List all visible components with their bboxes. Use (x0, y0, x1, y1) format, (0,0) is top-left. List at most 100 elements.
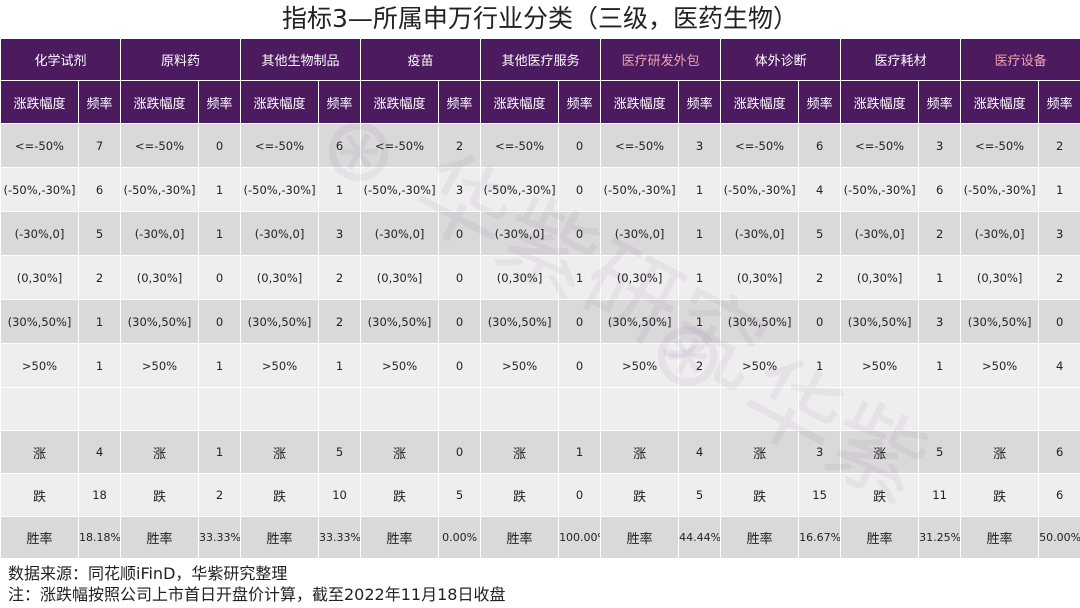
range-cell: (-30%,0] (480, 211, 560, 256)
range-cell: (0,30%] (960, 255, 1040, 300)
up-label: 涨 (720, 430, 800, 474)
range-column-header: 涨跌幅度 (600, 80, 680, 124)
empty-cell (840, 387, 920, 431)
win-rate-value: 44.44% (678, 516, 722, 559)
category-header: 其他医疗服务 (480, 38, 602, 81)
empty-cell (318, 387, 362, 431)
table-row: (0,30%] 2 (0,30%] 0 (0,30%] 2 (0,30%] 0 (0,30%] 1… (0, 255, 1080, 300)
category-header: 疫苗 (360, 38, 482, 81)
category-header: 体外诊断 (720, 38, 842, 81)
range-cell: >50% (720, 343, 800, 388)
range-cell: (-50%,-30%] (120, 167, 200, 212)
range-column-header: 涨跌幅度 (480, 80, 560, 124)
frequency-cell: 0 (1038, 299, 1080, 344)
range-cell: (30%,50%] (480, 299, 560, 344)
win-rate-value: 33.33% (198, 516, 242, 559)
range-cell: (0,30%] (600, 255, 680, 300)
frequency-cell: 4 (1038, 343, 1080, 388)
down-row: 跌 18 跌 2 跌 10 跌 5 跌 0 跌 5 跌 15 跌 11 跌 6 (0, 473, 1080, 517)
down-count: 15 (798, 473, 842, 517)
empty-cell (198, 387, 242, 431)
range-column-header: 涨跌幅度 (840, 80, 920, 124)
frequency-cell: 2 (438, 123, 482, 168)
up-label: 涨 (960, 430, 1040, 474)
frequency-cell: 6 (318, 123, 362, 168)
range-cell: (0,30%] (720, 255, 800, 300)
range-cell: (30%,50%] (360, 299, 440, 344)
win-rate-label: 胜率 (240, 516, 320, 559)
table-row: (-30%,0] 5 (-30%,0] 1 (-30%,0] 3 (-30%,0] 0 (-30… (0, 211, 1080, 256)
frequency-cell: 1 (678, 211, 722, 256)
range-cell: <=-50% (720, 123, 800, 168)
win-rate-value: 0.00% (438, 516, 482, 559)
range-cell: (0,30%] (0, 255, 79, 300)
table-row: <=-50% 7 <=-50% 0 <=-50% 6 <=-50% 2 <=-50% 0 <=-50… (0, 123, 1080, 168)
frequency-cell: 1 (678, 299, 722, 344)
up-count: 1 (558, 430, 602, 474)
win-rate-value: 33.33% (318, 516, 362, 559)
down-label: 跌 (720, 473, 800, 517)
up-label: 涨 (360, 430, 440, 474)
frequency-column-header: 频率 (1038, 80, 1080, 124)
up-label: 涨 (840, 430, 920, 474)
frequency-cell: 1 (798, 343, 842, 388)
empty-cell (0, 387, 79, 431)
empty-cell (240, 387, 320, 431)
range-column-header: 涨跌幅度 (240, 80, 320, 124)
range-cell: (0,30%] (480, 255, 560, 300)
win-rate-label: 胜率 (600, 516, 680, 559)
frequency-column-header: 频率 (198, 80, 242, 124)
up-label: 涨 (120, 430, 200, 474)
frequency-cell: 2 (1038, 255, 1080, 300)
down-count: 18 (77, 473, 122, 517)
category-header: 医疗设备 (960, 38, 1080, 81)
range-column-header: 涨跌幅度 (0, 80, 79, 124)
frequency-cell: 0 (198, 299, 242, 344)
frequency-cell: 0 (198, 255, 242, 300)
range-cell: >50% (960, 343, 1040, 388)
down-count: 10 (318, 473, 362, 517)
range-cell: <=-50% (0, 123, 79, 168)
range-cell: (-30%,0] (600, 211, 680, 256)
range-cell: (-50%,-30%] (720, 167, 800, 212)
range-cell: (-30%,0] (960, 211, 1040, 256)
win-rate-label: 胜率 (120, 516, 200, 559)
frequency-cell: 1 (558, 255, 602, 300)
frequency-cell: 0 (798, 299, 842, 344)
up-count: 6 (1038, 430, 1080, 474)
range-cell: <=-50% (120, 123, 200, 168)
frequency-cell: 0 (558, 123, 602, 168)
range-cell: (0,30%] (360, 255, 440, 300)
frequency-cell: 7 (77, 123, 122, 168)
category-header: 原料药 (120, 38, 242, 81)
range-cell: <=-50% (600, 123, 680, 168)
frequency-cell: 1 (318, 167, 362, 212)
win-rate-label: 胜率 (720, 516, 800, 559)
range-column-header: 涨跌幅度 (120, 80, 200, 124)
up-count: 3 (798, 430, 842, 474)
frequency-cell: 2 (918, 211, 962, 256)
range-column-header: 涨跌幅度 (360, 80, 440, 124)
empty-row (0, 387, 1080, 431)
win-rate-value: 50.00% (1038, 516, 1080, 559)
down-count: 6 (1038, 473, 1080, 517)
frequency-cell: 4 (798, 167, 842, 212)
range-cell: <=-50% (480, 123, 560, 168)
frequency-cell: 3 (1038, 211, 1080, 256)
down-count: 11 (918, 473, 962, 517)
down-label: 跌 (600, 473, 680, 517)
up-count: 0 (438, 430, 482, 474)
frequency-cell: 1 (678, 255, 722, 300)
range-cell: >50% (480, 343, 560, 388)
range-cell: <=-50% (960, 123, 1040, 168)
range-cell: (-50%,-30%] (360, 167, 440, 212)
win-rate-row: 胜率18.18%胜率33.33%胜率33.33%胜率0.00%胜率100.00%… (0, 516, 1080, 559)
range-cell: >50% (360, 343, 440, 388)
down-label: 跌 (240, 473, 320, 517)
empty-cell (480, 387, 560, 431)
frequency-cell: 3 (918, 299, 962, 344)
frequency-cell: 3 (918, 123, 962, 168)
win-rate-label: 胜率 (480, 516, 560, 559)
range-cell: (-50%,-30%] (480, 167, 560, 212)
frequency-cell: 1 (198, 167, 242, 212)
